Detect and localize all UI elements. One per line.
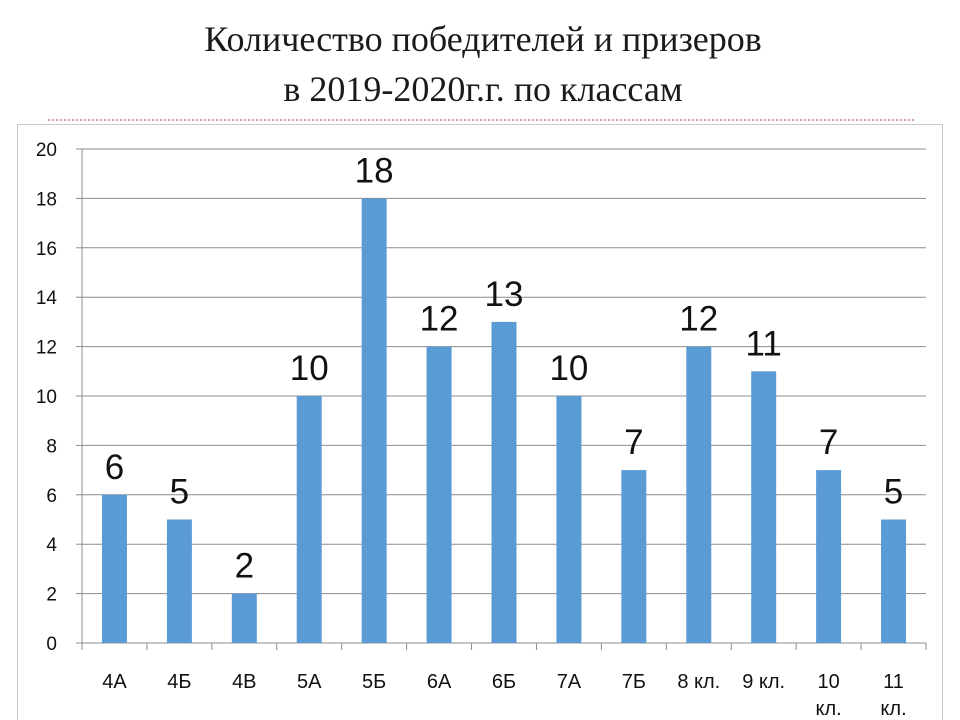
bar-7А: [556, 396, 582, 643]
axes: 0 2 4 6 8 10 12 14 16 18 20 4А 4Б 4В 5А 5Б 6А 6Б 7А 7Б 8 кл.…: [36, 140, 927, 720]
category-label: 8 кл.: [677, 671, 720, 693]
bar-11 кл.: [881, 519, 907, 643]
bar-4Б: [166, 519, 192, 643]
bar-9 кл.: [751, 371, 777, 643]
category-label: 7А: [557, 671, 582, 693]
bar-5А: [296, 396, 322, 643]
category-label: 6Б: [492, 671, 516, 693]
y-tick-label: 6: [46, 486, 57, 507]
data-label: 10: [290, 349, 329, 388]
chart-area: [17, 124, 943, 720]
data-label: 18: [355, 151, 394, 190]
bar-6Б: [491, 321, 517, 643]
data-label: 2: [235, 547, 254, 586]
bars: [101, 198, 907, 643]
y-tick-label: 0: [46, 634, 57, 655]
y-tick-label: 12: [36, 338, 57, 359]
category-label: 9 кл.: [742, 671, 785, 693]
data-label: 5: [170, 473, 189, 512]
data-label: 12: [420, 300, 459, 339]
bar-10 кл.: [816, 470, 842, 643]
data-label: 5: [884, 473, 903, 512]
bar-6А: [426, 346, 452, 643]
y-tick-label: 20: [36, 140, 57, 161]
y-tick-label: 10: [36, 387, 57, 408]
y-tick-label: 16: [36, 239, 57, 260]
category-label: 11 кл.: [880, 671, 906, 720]
bar-5Б: [361, 198, 387, 643]
data-label: 11: [746, 324, 782, 363]
data-label: 12: [679, 300, 718, 339]
y-tick-label: 2: [46, 585, 57, 606]
y-tick-label: 14: [36, 288, 58, 309]
category-label: 6А: [427, 671, 452, 693]
data-label: 6: [105, 448, 124, 487]
bar-7Б: [621, 470, 647, 643]
y-tick-label: 18: [36, 189, 57, 210]
data-label: 7: [624, 423, 643, 462]
y-tick-label: 4: [46, 535, 57, 556]
bar-4А: [101, 494, 127, 643]
labels: 6 5 2 10 18 12 13 10 7 12 11 7 5: [105, 151, 904, 585]
category-label: 5А: [297, 671, 322, 693]
slide-title: Количество победителей и призеров в 2019…: [0, 14, 960, 114]
category-label: 4А: [102, 671, 127, 693]
slide-title-line-2: в 2019-2020г.г. по классам: [283, 69, 683, 109]
category-label: 4В: [232, 671, 256, 693]
category-label: 4Б: [167, 671, 191, 693]
y-tick-label: 8: [46, 436, 57, 457]
title-divider: [48, 119, 914, 121]
category-label: 5Б: [362, 671, 386, 693]
category-label: 10 кл.: [816, 671, 842, 720]
data-label: 13: [485, 275, 524, 314]
bar-4В: [231, 593, 257, 643]
category-label: 7Б: [622, 671, 646, 693]
bar-8 кл.: [686, 346, 712, 643]
data-label: 10: [549, 349, 588, 388]
slide-title-line-1: Количество победителей и призеров: [204, 19, 762, 59]
data-label: 7: [819, 423, 838, 462]
